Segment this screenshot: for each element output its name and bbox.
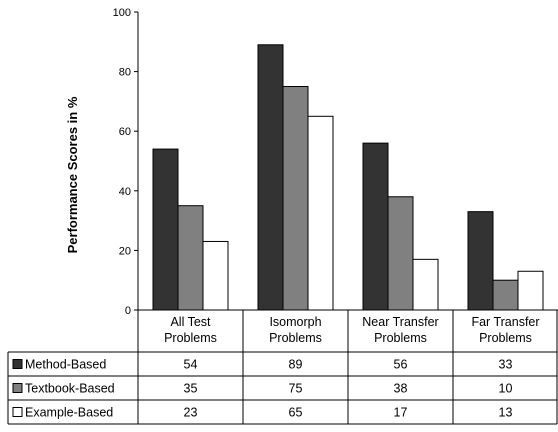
y-tick-label: 80 — [119, 67, 131, 79]
y-axis-label: Performance Scores in % — [65, 96, 80, 253]
y-tick-label: 100 — [113, 7, 131, 19]
data-label: 23 — [184, 406, 198, 420]
legend-series-name: Method-Based — [25, 358, 106, 372]
data-label: 17 — [394, 406, 408, 420]
data-label: 56 — [394, 358, 408, 372]
data-label: 54 — [184, 358, 198, 372]
category-label: All Test — [170, 315, 211, 329]
bar-textbook-based-1 — [177, 205, 204, 311]
bar-textbook-based-4 — [492, 279, 519, 311]
data-label: 65 — [289, 406, 303, 420]
category-label: Problems — [479, 331, 532, 345]
data-label: 38 — [394, 382, 408, 396]
category-label: Problems — [374, 331, 427, 345]
bar-example-based-4 — [517, 270, 544, 311]
legend-series-name: Example-Based — [25, 406, 113, 420]
legend-key — [12, 407, 23, 417]
category-label: Near Transfer — [362, 315, 438, 329]
category-label: Problems — [269, 331, 322, 345]
data-label: 35 — [184, 382, 198, 396]
data-label: 89 — [289, 358, 303, 372]
bar-example-based-1 — [202, 240, 229, 311]
bar-textbook-based-2 — [282, 86, 309, 311]
bar-textbook-based-3 — [387, 196, 414, 311]
bar-example-based-2 — [307, 115, 334, 311]
bars — [152, 44, 544, 311]
data-label: 13 — [499, 406, 513, 420]
category-label: Problems — [164, 331, 217, 345]
y-tick-label: 20 — [119, 245, 131, 257]
bar-method-based-4 — [467, 211, 494, 311]
data-label: 33 — [499, 358, 513, 372]
category-label: Isomorph — [269, 315, 321, 329]
legend-series-name: Textbook-Based — [25, 382, 115, 396]
data-table: All Test Problems Isomorph Problems Near Tra… — [7, 310, 558, 425]
legend-key — [12, 383, 23, 393]
bar-method-based-2 — [257, 44, 284, 311]
bar-example-based-3 — [412, 258, 439, 311]
bar-method-based-3 — [362, 142, 389, 311]
category-label: Far Transfer — [471, 315, 539, 329]
legend-key — [12, 359, 23, 369]
bar-method-based-1 — [152, 148, 179, 311]
y-tick-label: 0 — [125, 305, 131, 317]
y-tick-label: 40 — [119, 186, 131, 198]
data-label: 75 — [289, 382, 303, 396]
y-tick-label: 60 — [119, 126, 131, 138]
data-label: 10 — [499, 382, 513, 396]
